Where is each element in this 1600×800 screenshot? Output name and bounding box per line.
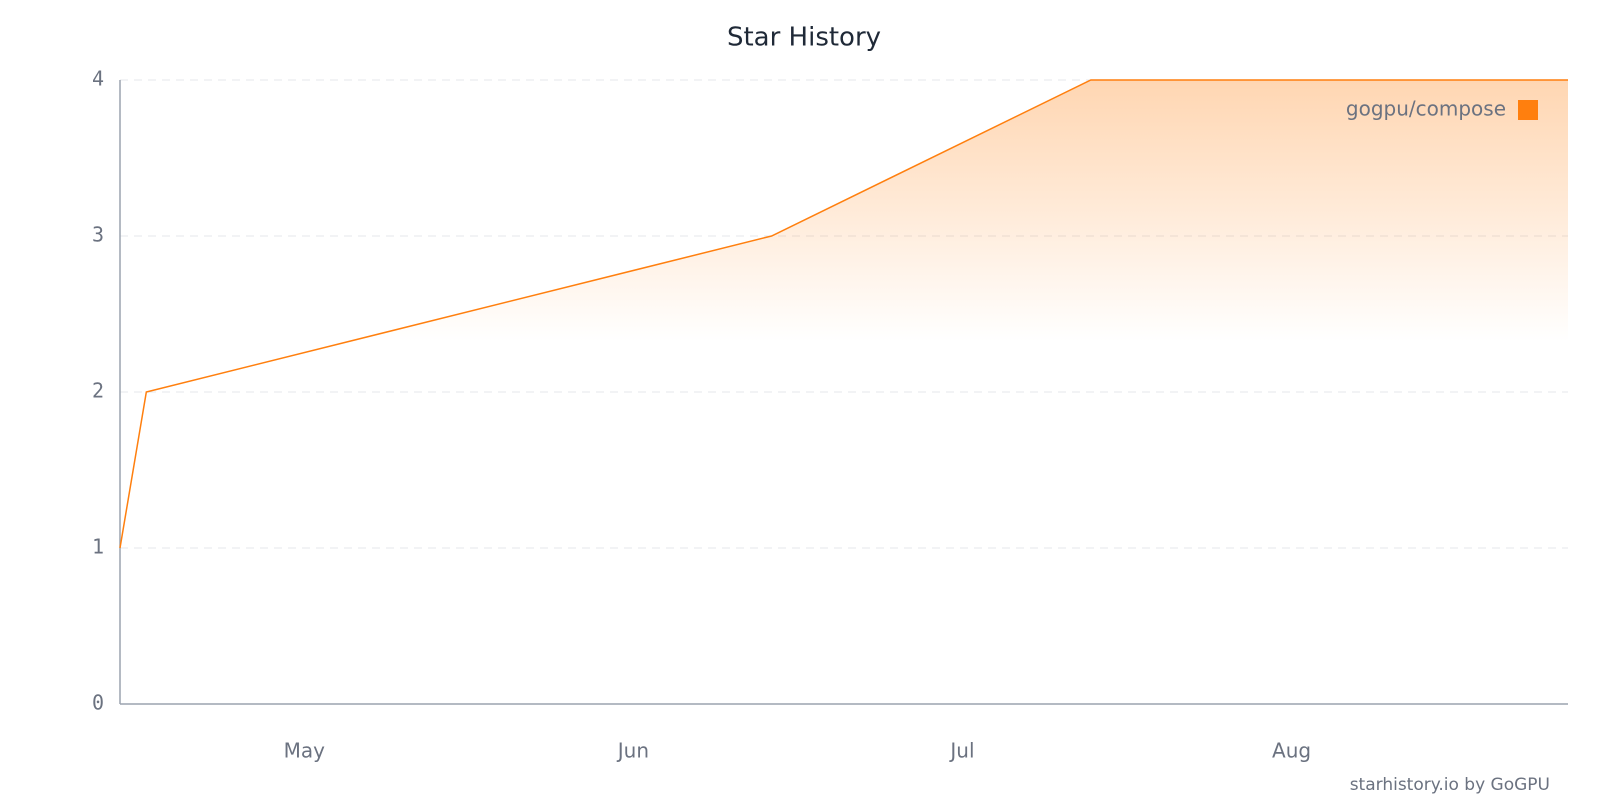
series-line <box>119 79 1568 549</box>
legend-swatch <box>1518 100 1538 120</box>
x-tick-label: May <box>284 739 326 763</box>
chart-title: Star History <box>727 23 881 53</box>
y-tick-label: 1 <box>92 535 104 559</box>
y-tick-label: 4 <box>92 67 104 91</box>
credit: starhistory.io by GoGPU <box>1350 775 1550 795</box>
y-tick-label: 3 <box>92 223 104 247</box>
y-tick-label: 2 <box>92 379 104 403</box>
legend-label: gogpu/compose <box>1346 97 1506 121</box>
x-tick-label: Jun <box>616 739 649 763</box>
area-fill <box>120 80 1568 704</box>
y-tick-label: 0 <box>92 691 104 715</box>
x-tick-label: Jul <box>948 739 974 763</box>
x-tick-label: Aug <box>1272 739 1311 763</box>
